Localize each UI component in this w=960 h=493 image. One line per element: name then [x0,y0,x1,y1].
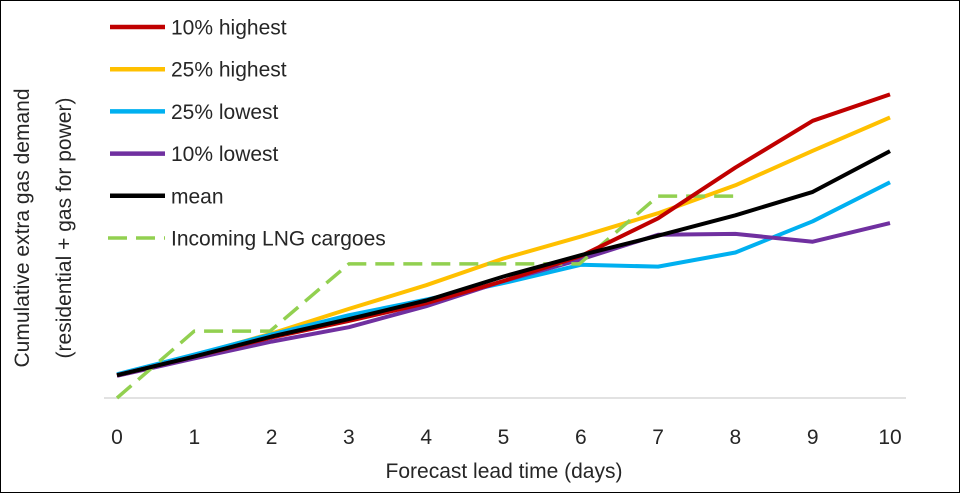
x-tick-label-1: 1 [188,426,200,449]
y-axis-title: Cumulative extra gas demand (residential… [11,89,76,368]
x-tick-label-10: 10 [878,426,901,449]
series-lines [115,92,891,400]
legend-label-25-lowest: 25% lowest [171,101,279,124]
x-tick-label-8: 8 [730,426,742,449]
legend-label-incoming-lng-cargoes: Incoming LNG cargoes [171,228,386,251]
legend-label-10-highest: 10% highest [171,17,287,40]
x-axis-title: Forecast lead time (days) [386,460,623,483]
x-tick-label-2: 2 [266,426,278,449]
legend-label-25-highest: 25% highest [171,59,287,82]
x-tick-label-7: 7 [652,426,664,449]
legend-label-mean: mean [171,185,224,208]
legend: 10% highest 25% highest 25% lowest 10% lowe… [108,17,386,251]
x-tick-label-0: 0 [111,426,123,449]
x-tick-label-9: 9 [807,426,819,449]
series-line-incoming-lng-cargoes [115,194,736,400]
y-axis-title-line-2: (residential + gas for power) [53,98,76,359]
x-tick-label-4: 4 [420,426,432,449]
y-axis-title-line-1: Cumulative extra gas demand [11,89,34,368]
x-tick-label-3: 3 [343,426,355,449]
x-tick-label-6: 6 [575,426,587,449]
legend-label-10-lowest: 10% lowest [171,143,279,166]
x-tick-label-5: 5 [498,426,510,449]
x-tick-labels: 0 1 2 3 4 5 6 7 8 9 10 [111,426,902,449]
